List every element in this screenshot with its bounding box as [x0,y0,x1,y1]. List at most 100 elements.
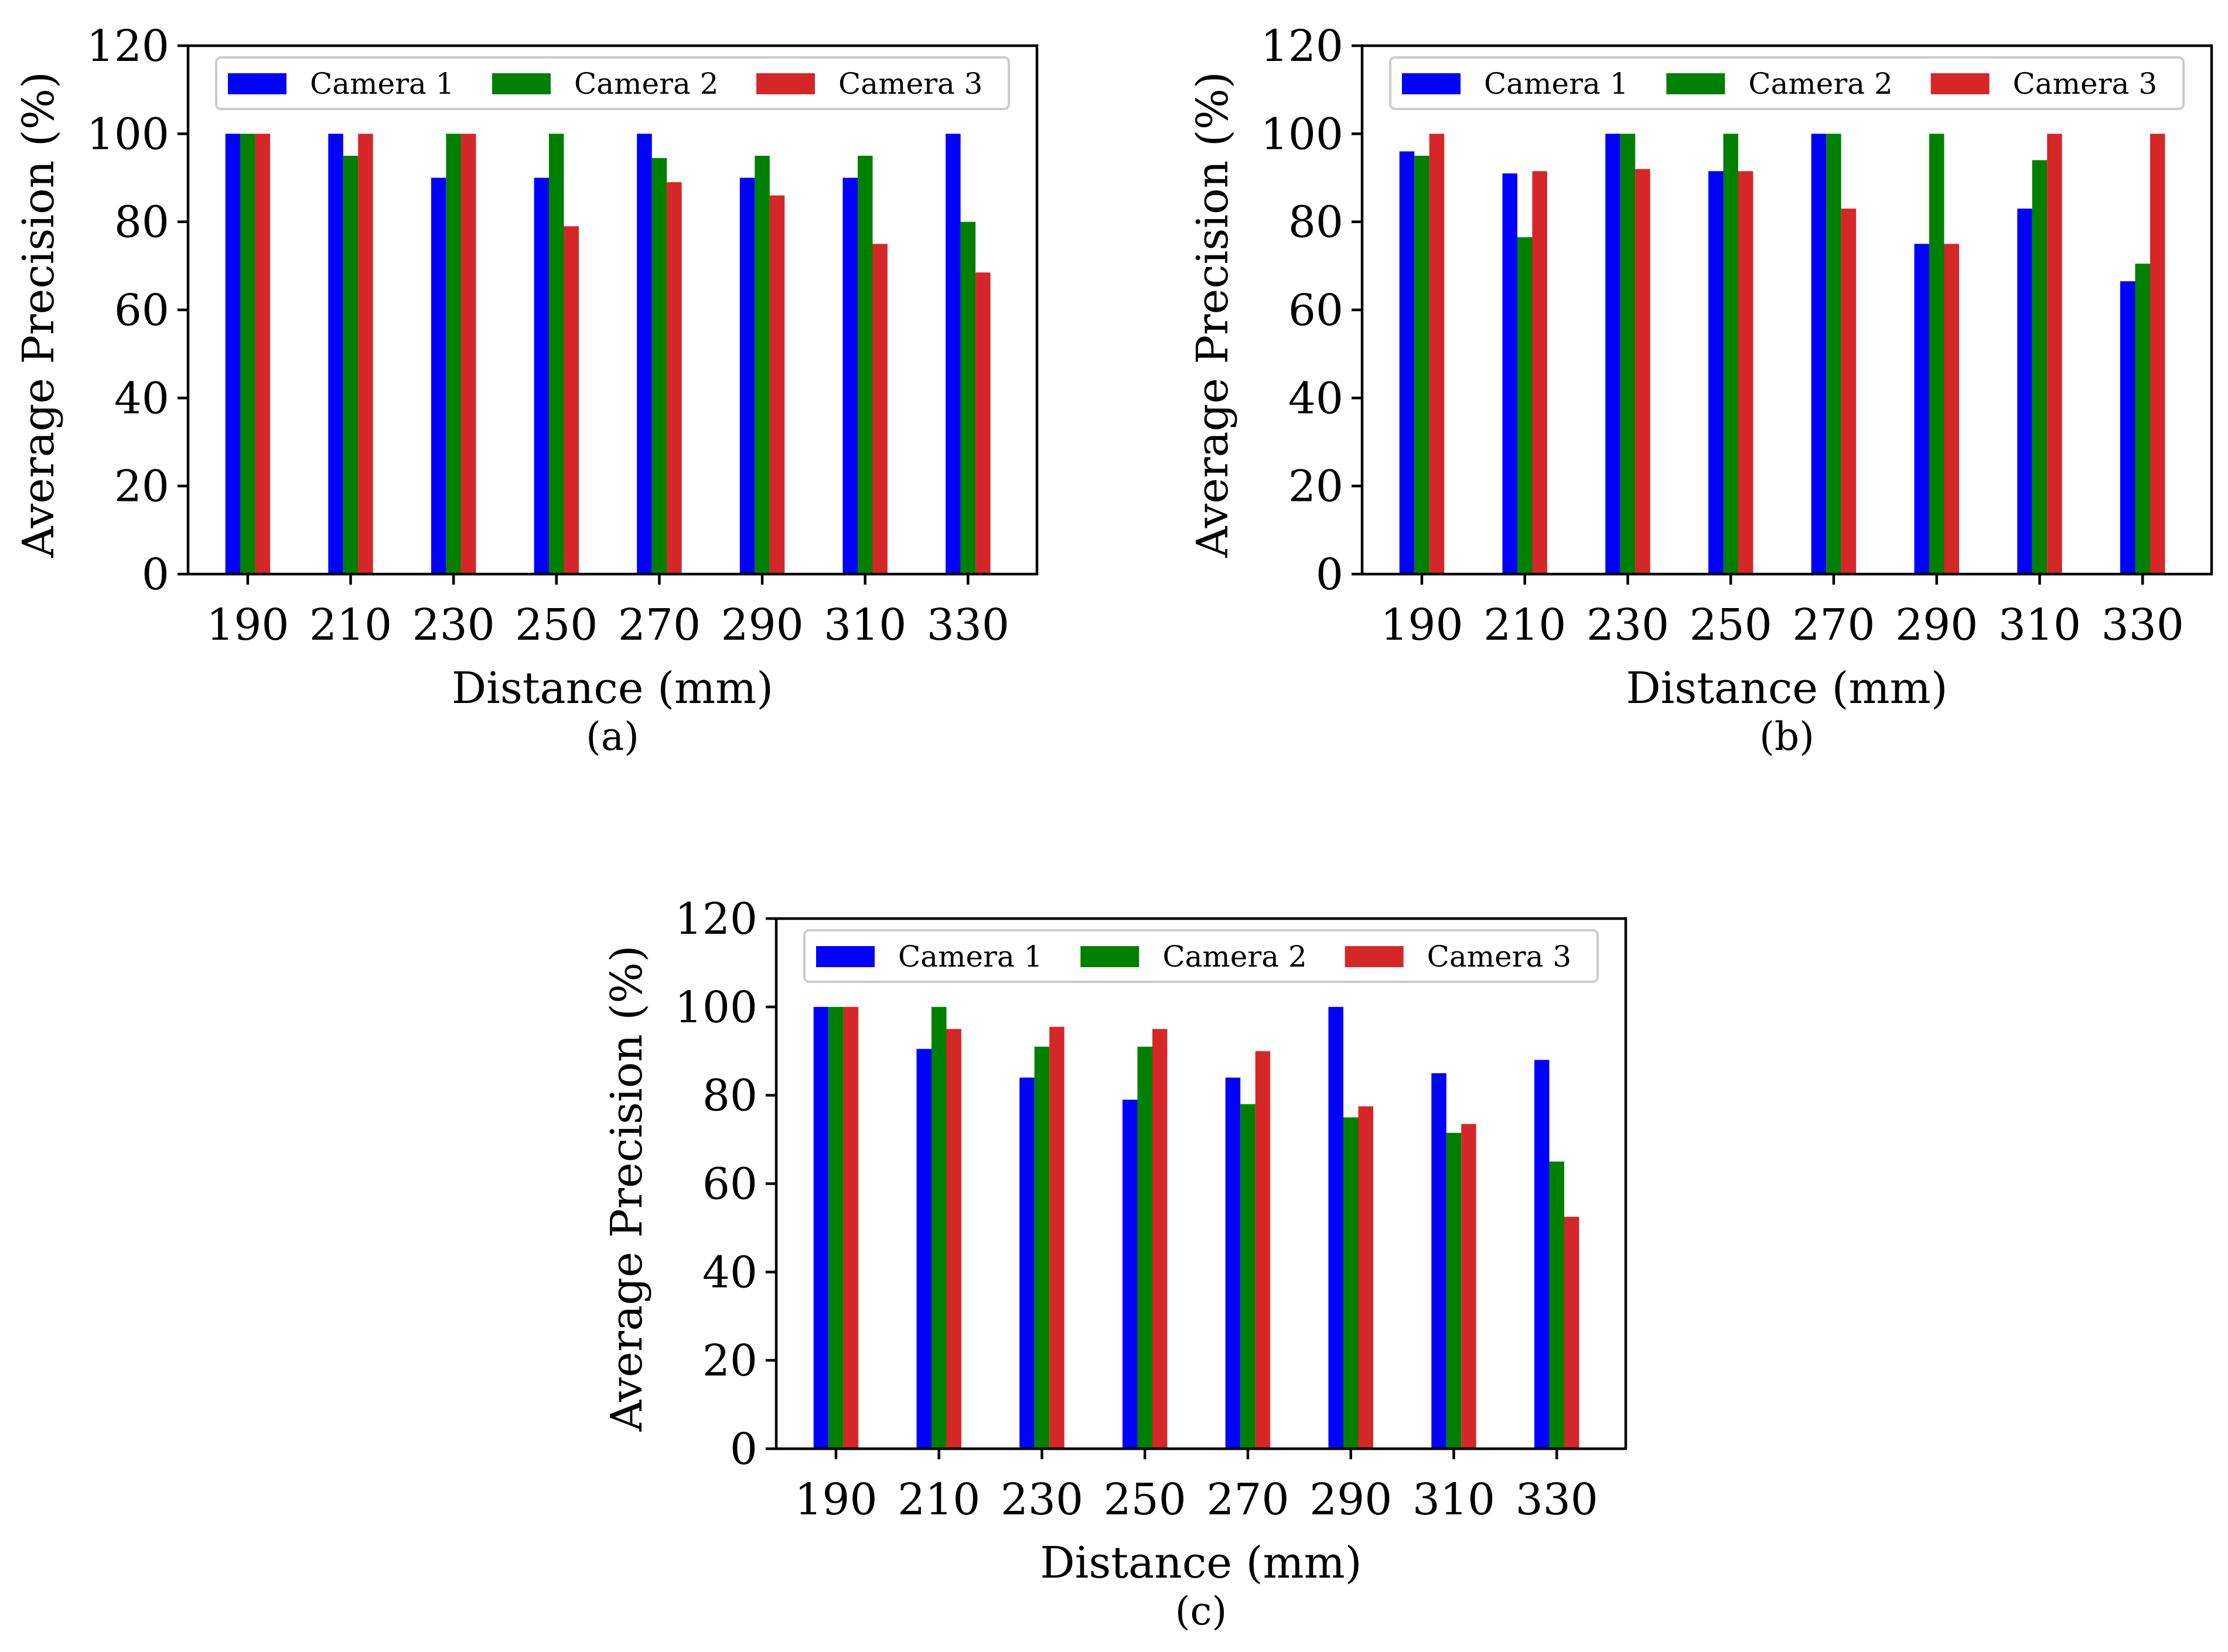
x-tick-label: 250 [1690,600,1772,650]
bar-camera-2-230 [1620,134,1636,575]
bar-camera-2-330 [1549,1161,1564,1449]
bar-camera-3-250 [564,226,579,574]
x-tick-label: 230 [1586,600,1669,650]
x-axis-label: Distance (mm) [1626,663,1947,714]
bar-camera-2-230 [1034,1046,1050,1449]
legend-box [1389,56,2185,110]
x-tick-label: 190 [794,1474,877,1525]
x-tick-label: 210 [1483,600,1566,650]
bar-camera-2-330 [2135,264,2150,575]
y-tick-label: 100 [1261,109,1343,159]
bar-camera-3-210 [946,1029,961,1449]
y-tick-label: 100 [675,982,758,1033]
bar-camera-3-310 [2047,134,2062,575]
bar-camera-3-290 [1944,244,1959,575]
bar-camera-3-230 [1635,169,1650,574]
bar-camera-2-310 [858,155,873,574]
bar-camera-2-250 [549,134,564,575]
legend-box [215,56,1010,110]
bar-camera-3-230 [460,134,476,575]
legend: Camera 1 Camera 2 Camera 3 [803,929,1599,983]
bar-camera-1-190 [813,1006,829,1449]
y-axis-label: Average Precision (%) [602,946,652,1432]
legend-label: Camera 2 [574,67,718,101]
bar-camera-3-290 [769,195,785,575]
bar-camera-3-190 [255,134,271,575]
bar-camera-2-210 [1517,237,1533,574]
bar-camera-1-310 [1431,1073,1446,1449]
legend-swatch-camera-3 [756,73,815,94]
bar-camera-3-270 [1841,209,1857,575]
bar-camera-1-270 [637,134,652,575]
bar-camera-2-190 [828,1006,844,1449]
bar-camera-2-270 [651,158,667,574]
bar-camera-1-210 [916,1049,932,1449]
bar-camera-1-330 [1534,1060,1550,1449]
bar-camera-1-330 [946,134,961,575]
bar-camera-3-330 [2150,134,2165,575]
x-tick-label: 330 [1516,1474,1598,1525]
bar-camera-2-190 [240,134,255,575]
legend-label: Camera 2 [1748,67,1892,101]
legend-label: Camera 3 [2013,67,2157,101]
legend-swatch-camera-3 [1930,73,1990,94]
bar-camera-3-330 [1564,1217,1579,1449]
x-tick-label: 310 [1412,1474,1495,1525]
bar-camera-1-230 [1605,134,1620,575]
bar-camera-1-230 [431,178,446,574]
legend-swatch-camera-3 [1345,946,1404,967]
y-tick-label: 120 [1261,21,1343,71]
y-tick-label: 60 [1288,285,1343,336]
x-tick-label: 250 [1104,1474,1186,1525]
y-tick-label: 40 [114,373,169,424]
bar-camera-3-210 [1532,171,1547,574]
x-tick-label: 310 [1998,600,2081,650]
legend-label: Camera 2 [1162,940,1306,974]
y-tick-label: 80 [114,197,169,248]
x-tick-label: 190 [1380,600,1463,650]
y-tick-label: 20 [114,462,169,512]
legend-swatch-camera-1 [1402,73,1461,94]
y-tick-label: 40 [702,1247,758,1298]
bar-camera-3-250 [1152,1029,1168,1449]
x-tick-label: 230 [412,600,495,650]
x-axis-label: Distance (mm) [452,663,773,714]
bar-camera-1-210 [1502,173,1517,574]
bar-camera-3-330 [975,272,991,575]
bar-camera-1-250 [1708,171,1724,574]
y-tick-label: 120 [87,21,169,71]
x-tick-label: 210 [309,600,392,650]
plot-frame [186,44,1039,576]
legend-label: Camera 3 [1427,940,1571,974]
bar-camera-3-310 [1461,1124,1476,1449]
x-tick-label: 330 [2101,600,2184,650]
x-tick-label: 270 [1792,600,1875,650]
y-tick-label: 80 [1288,197,1343,248]
plot-frame [774,917,1628,1450]
bar-camera-1-250 [1122,1100,1138,1449]
legend-label: Camera 1 [1484,67,1628,101]
bar-camera-2-270 [1826,134,1841,575]
bar-camera-3-210 [358,134,373,575]
bar-camera-2-250 [1723,134,1738,575]
bar-camera-1-250 [534,178,550,574]
bar-camera-3-190 [1429,134,1445,575]
bar-camera-1-290 [1328,1006,1343,1449]
panel-caption: (c) [1175,1589,1227,1634]
x-axis-label: Distance (mm) [1040,1538,1362,1588]
y-tick-label: 0 [730,1424,758,1474]
legend-box [803,929,1599,983]
bar-camera-1-290 [739,178,755,574]
bar-camera-1-230 [1019,1077,1035,1449]
bar-camera-2-310 [2032,160,2048,574]
plot-frame [1360,44,2213,576]
y-tick-label: 40 [1288,373,1343,424]
x-tick-label: 290 [721,600,803,650]
legend-label: Camera 3 [838,67,982,101]
bar-camera-2-290 [1929,134,1944,575]
y-tick-label: 80 [702,1071,758,1121]
x-tick-label: 330 [927,600,1009,650]
bar-camera-2-190 [1414,155,1429,574]
legend: Camera 1 Camera 2 Camera 3 [1389,56,2185,110]
bar-camera-1-290 [1914,244,1929,575]
